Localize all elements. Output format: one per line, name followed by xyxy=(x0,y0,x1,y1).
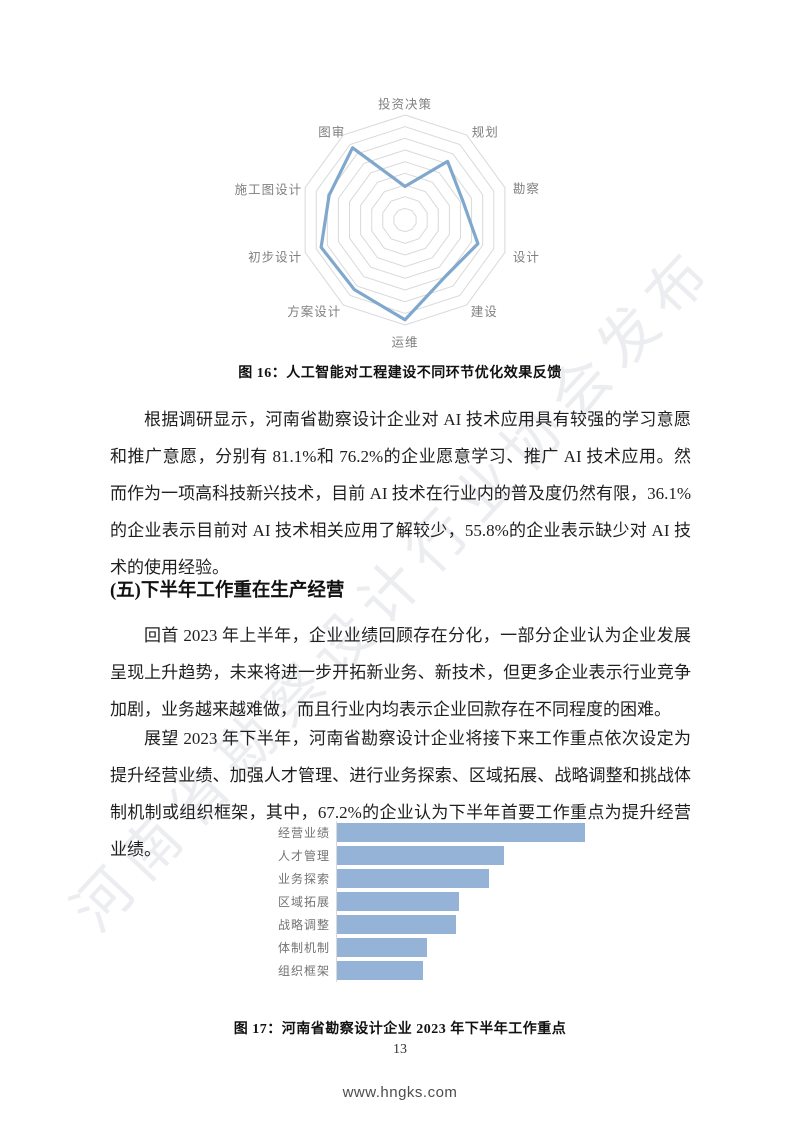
radar-axis-label: 图审 xyxy=(318,124,345,139)
figure-17-caption: 图 17：河南省勘察设计企业 2023 年下半年工作重点 xyxy=(233,1022,567,1037)
radar-gridline-ring xyxy=(371,184,439,256)
bar-category-label: 经营业绩 xyxy=(277,826,330,840)
bar-row: 体制机制 xyxy=(272,936,612,959)
figure-16-caption: 图 16：人工智能对工程建设不同环节优化效果反馈 xyxy=(238,366,562,381)
radar-gridline-ring xyxy=(382,196,428,244)
radar-gridline-ring xyxy=(304,114,506,326)
radar-gridline-ring xyxy=(349,161,461,279)
paragraph-h1-review: 回首 2023 年上半年，企业业绩回顾存在分化，一部分企业认为企业发展呈现上升趋… xyxy=(110,626,691,719)
radar-axis-label: 运维 xyxy=(391,335,418,349)
bar-track xyxy=(336,821,612,844)
bar-row: 业务探索 xyxy=(272,867,612,890)
paragraph-h2-outlook: 展望 2023 年下半年，河南省勘察设计企业将接下来工作重点依次设定为提升经营业… xyxy=(110,729,691,859)
bar xyxy=(337,961,423,980)
paragraph-ai-adoption: 根据调研显示，河南省勘察设计企业对 AI 技术应用具有较强的学习意愿和推广意愿，… xyxy=(110,410,691,577)
bar-chart-figure-17: 经营业绩人才管理业务探索区域拓展战略调整体制机制组织框架 xyxy=(272,821,612,982)
radar-gridline-ring xyxy=(315,126,495,314)
bar-track xyxy=(336,867,612,890)
bar-row: 战略调整 xyxy=(272,913,612,936)
radar-axis-label: 建设 xyxy=(471,304,498,319)
radar-data-series xyxy=(319,146,480,322)
bar xyxy=(337,823,585,842)
radar-gridline-ring xyxy=(326,137,484,303)
radar-axis-label: 规划 xyxy=(472,124,499,139)
bar-category-label: 人才管理 xyxy=(277,849,330,863)
bar xyxy=(337,892,459,911)
bar-row: 经营业绩 xyxy=(272,821,612,844)
radar-axis-label: 施工图设计 xyxy=(235,182,303,197)
radar-chart-figure-16: 投资决策规划勘察设计建设运维 方案设计 初步设计 施工图设计 图审 xyxy=(195,85,615,370)
radar-gridline-ring xyxy=(393,207,417,233)
radar-axis-label: 初步设计 xyxy=(248,250,302,265)
bar-track xyxy=(336,959,612,982)
section-heading-5: (五)下半年工作重在生产经营 xyxy=(110,581,345,601)
bar-track xyxy=(336,890,612,913)
bar-category-label: 业务探索 xyxy=(277,872,330,886)
bar-category-label: 区域拓展 xyxy=(277,895,330,909)
bar xyxy=(337,938,427,957)
bar xyxy=(337,915,456,934)
radar-gridline-ring xyxy=(337,149,473,291)
bar-track xyxy=(336,844,612,867)
radar-axis-label: 设计 xyxy=(513,250,540,265)
bar-row: 组织框架 xyxy=(272,959,612,982)
radar-gridline-ring xyxy=(360,172,450,268)
footer-url: www.hngks.com xyxy=(342,1084,458,1101)
radar-axis-label: 方案设计 xyxy=(287,304,341,319)
bar-category-label: 组织框架 xyxy=(277,964,330,978)
radar-axis-label: 投资决策 xyxy=(378,96,432,111)
bar-row: 人才管理 xyxy=(272,844,612,867)
bar xyxy=(337,869,489,888)
bar-category-label: 体制机制 xyxy=(277,941,330,955)
bar-category-label: 战略调整 xyxy=(277,918,330,932)
bar-track xyxy=(336,913,612,936)
page-number: 13 xyxy=(393,1042,407,1057)
radar-axis-label: 勘察 xyxy=(513,182,540,196)
bar xyxy=(337,846,504,865)
bar-track xyxy=(336,936,612,959)
bar-row: 区域拓展 xyxy=(272,890,612,913)
